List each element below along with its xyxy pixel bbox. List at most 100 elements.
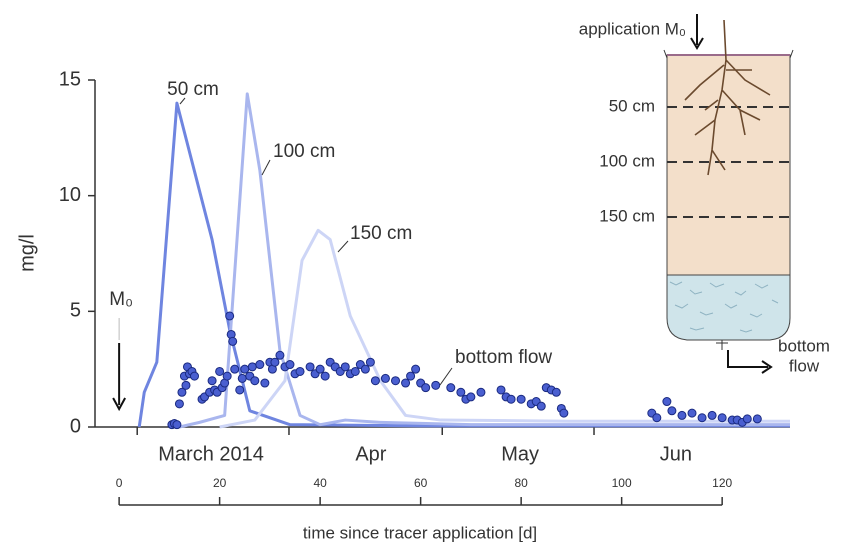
data-point [380, 373, 390, 383]
data-point [717, 413, 727, 423]
data-point [228, 336, 238, 346]
series-label: 100 cm [273, 141, 335, 162]
data-point [320, 371, 330, 381]
data-point [255, 360, 265, 370]
depth-label: 150 cm [599, 206, 655, 225]
data-point [295, 366, 305, 376]
data-point [222, 371, 232, 381]
application-label: application M₀ [579, 19, 686, 38]
series-label: bottom flow [455, 347, 552, 368]
label-leader [337, 240, 349, 253]
y-tick-label: 5 [70, 300, 81, 322]
data-point [431, 380, 441, 390]
column-diagram: application M₀ 50 cm 100 cm 150 cm botto… [579, 14, 830, 375]
data-point [285, 360, 295, 370]
data-point [677, 410, 687, 420]
y-tick-label: 0 [70, 415, 81, 437]
gravel-layer [666, 274, 791, 341]
data-point [401, 378, 411, 388]
x-tick-label: Apr [355, 443, 386, 465]
series-line [179, 92, 790, 429]
soil-column [666, 54, 791, 276]
data-point [275, 350, 285, 360]
outlet-label: bottom [778, 336, 830, 355]
depth-label: 100 cm [599, 151, 655, 170]
data-point [215, 366, 225, 376]
label-leader [439, 367, 453, 386]
data-point [360, 364, 370, 374]
day-tick-label: 60 [414, 476, 428, 490]
data-point [506, 394, 516, 404]
data-point [247, 362, 257, 372]
data-point [476, 387, 486, 397]
day-tick-label: 40 [313, 476, 327, 490]
data-point [516, 394, 526, 404]
data-point [235, 385, 245, 395]
x-axis-label: time since tracer application [d] [303, 523, 537, 542]
data-point [559, 408, 569, 418]
data-point [687, 408, 697, 418]
label-leader [261, 159, 271, 176]
day-tick-label: 0 [116, 476, 123, 490]
data-point [667, 406, 677, 416]
data-point [365, 357, 375, 367]
data-point [260, 378, 270, 388]
data-point [237, 373, 247, 383]
plant-root [684, 19, 771, 176]
data-point [652, 413, 662, 423]
data-point [250, 376, 260, 386]
gravel-texture [669, 281, 779, 333]
tick [789, 49, 794, 59]
day-tick-label: 100 [612, 476, 632, 490]
data-point [315, 364, 325, 374]
data-point [466, 392, 476, 402]
x-tick-label: Jun [660, 443, 692, 465]
data-point [662, 397, 672, 407]
outlet-label: flow [789, 356, 820, 375]
data-point [391, 376, 401, 386]
y-axis-label: mg/l [16, 234, 38, 272]
day-tick-label: 120 [712, 476, 732, 490]
data-point [697, 413, 707, 423]
x-tick-label: March 2014 [158, 443, 264, 465]
depth-label: 50 cm [609, 96, 655, 115]
data-point [370, 376, 380, 386]
y-tick-label: 10 [59, 184, 81, 206]
data-point [230, 364, 240, 374]
data-point [177, 387, 187, 397]
series-label: 50 cm [167, 79, 219, 100]
data-point [172, 420, 182, 430]
data-point [456, 387, 466, 397]
tick [663, 49, 668, 59]
y-tick-label: 15 [59, 68, 81, 90]
label-leader [179, 97, 186, 105]
data-point [406, 371, 416, 381]
application-arrowhead [112, 397, 126, 412]
data-point [240, 364, 250, 374]
application-label: M₀ [109, 289, 133, 310]
data-point [174, 399, 184, 409]
data-point [270, 357, 280, 367]
application-arrowhead [690, 37, 704, 50]
data-point [752, 414, 762, 424]
data-point [207, 376, 217, 386]
day-tick-label: 80 [514, 476, 528, 490]
data-point [190, 371, 200, 381]
data-point [411, 364, 421, 374]
data-point [181, 380, 191, 390]
outlet-arrow [727, 350, 768, 368]
data-point [742, 414, 752, 424]
data-point [551, 387, 561, 397]
day-tick-label: 20 [213, 476, 227, 490]
data-point [305, 362, 315, 372]
data-point [340, 362, 350, 372]
outlet-arrowhead [761, 360, 773, 374]
data-point [225, 311, 235, 321]
data-point [446, 383, 456, 393]
data-point [421, 383, 431, 393]
data-point [350, 366, 360, 376]
series-line [219, 228, 790, 429]
data-point [707, 410, 717, 420]
data-point [536, 401, 546, 411]
